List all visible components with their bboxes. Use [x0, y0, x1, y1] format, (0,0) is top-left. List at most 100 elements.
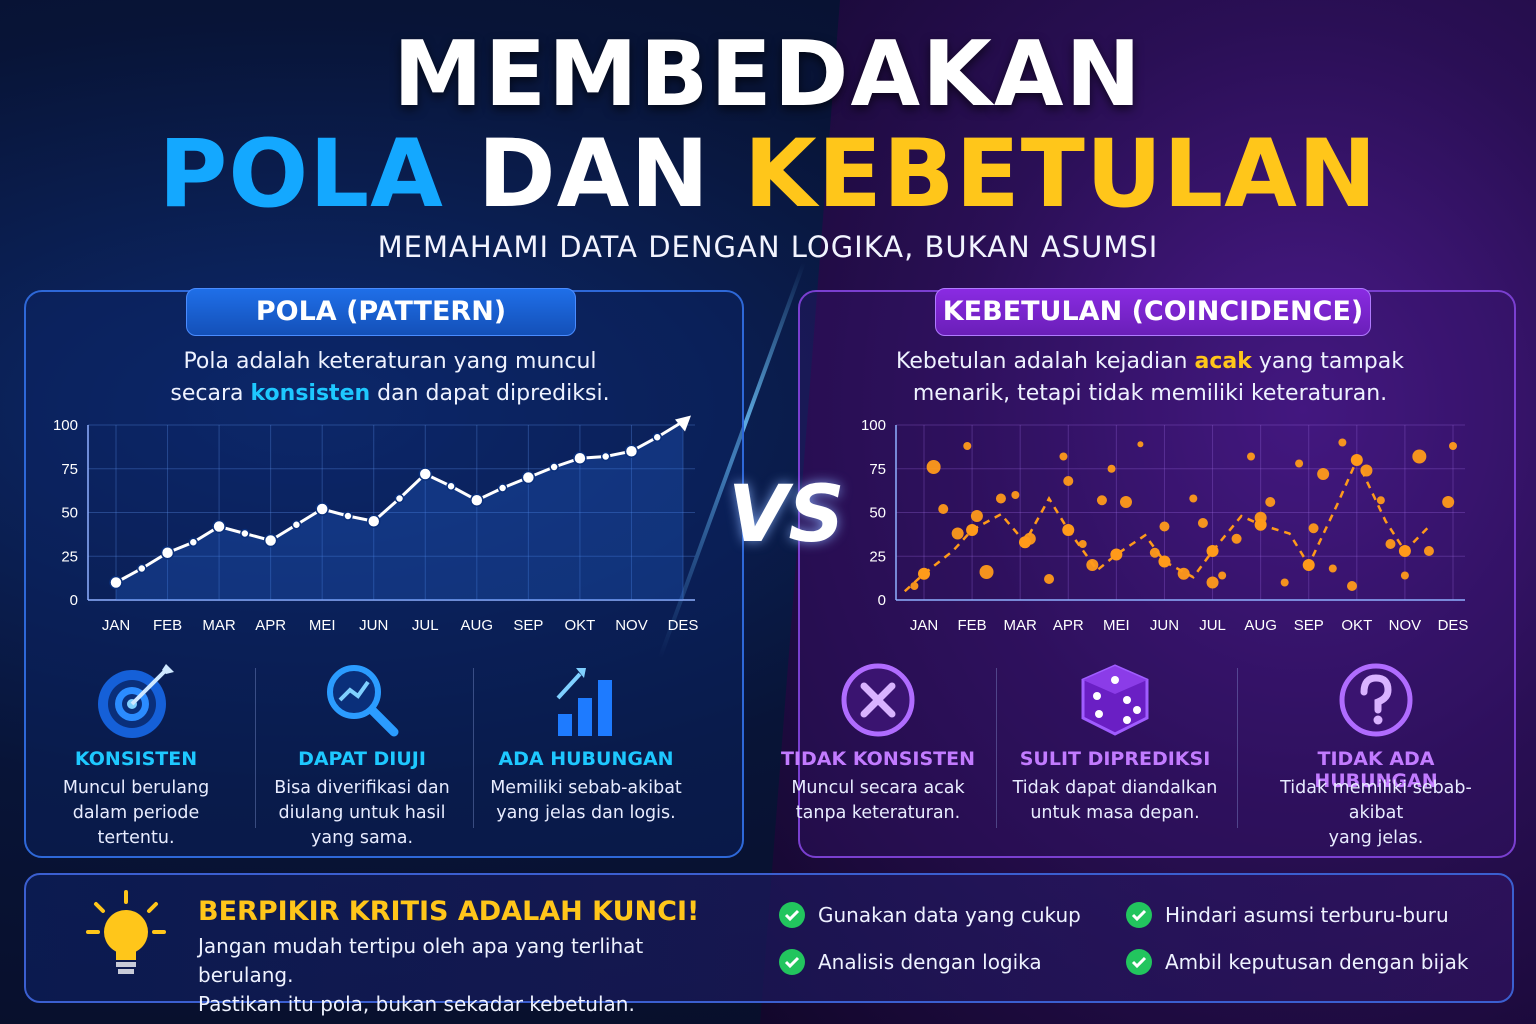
line-point	[1206, 545, 1219, 557]
check-circle-icon	[779, 949, 805, 975]
coincidence-desc-b: yang tampak	[1251, 349, 1404, 374]
title-line-2: POLA DAN KEBETULAN	[0, 120, 1536, 229]
y-tick-label: 75	[869, 461, 886, 478]
x-tick-label: MAR	[202, 617, 236, 634]
coincidence-description: Kebetulan adalah kejadian acak yang tamp…	[890, 346, 1410, 410]
title-pola: POLA	[158, 120, 444, 229]
feature-ada-hubungan-text: Memiliki sebab-akibat yang jelas dan logi…	[486, 776, 686, 826]
scatter-point	[938, 504, 949, 514]
x-tick-label: OKT	[1341, 617, 1372, 634]
coincidence-desc-a: Kebetulan adalah kejadian	[895, 349, 1195, 374]
scatter-point	[1206, 576, 1219, 589]
scatter-point	[1254, 511, 1267, 524]
feature-separator	[255, 668, 256, 828]
x-tick-label: FEB	[957, 617, 986, 634]
scatter-point	[951, 527, 964, 540]
y-tick-label: 50	[869, 505, 886, 522]
feature-sulit-diprediksi-text: Tidak dapat diandalkan untuk masa depan.	[1010, 776, 1220, 826]
scatter-point	[1119, 496, 1132, 508]
x-tick-label: AUG	[1244, 617, 1277, 634]
scatter-point	[1423, 546, 1434, 556]
banner-title: BERPIKIR KRITIS ADALAH KUNCI!	[198, 896, 700, 927]
scatter-point	[910, 582, 919, 590]
data-point	[573, 451, 587, 465]
x-tick-label: JUL	[1199, 617, 1226, 634]
line-point	[1350, 454, 1363, 466]
data-point	[188, 537, 199, 547]
feature-text-line: Bisa diverifikasi dan	[274, 778, 450, 798]
data-point	[418, 467, 433, 481]
feature-tidak-ada-hubungan-title: TIDAK ADA HUBUNGAN	[1314, 748, 1438, 792]
feature-text-line: Muncul berulang	[62, 778, 210, 798]
x-tick-label: JAN	[102, 617, 130, 634]
check-circle-icon	[1126, 902, 1152, 928]
tip-text: Analisis dengan logika	[818, 950, 1042, 974]
scatter-point	[1137, 441, 1144, 448]
scatter-point	[1231, 533, 1242, 544]
data-point	[652, 432, 662, 442]
coincidence-scatter-chart: 0 25 50 75 100 JAN FEB MAR APR MEI JUN JUL AUG SEP OKT…	[861, 417, 1468, 634]
pattern-panel	[24, 290, 744, 858]
line-point	[966, 524, 979, 536]
line-point	[918, 567, 930, 580]
x-tick-label: OKT	[564, 617, 595, 634]
scatter-point	[1159, 521, 1170, 532]
scatter-point	[1197, 518, 1208, 528]
scatter-point	[1295, 459, 1304, 468]
scatter-point	[1265, 497, 1276, 507]
data-point	[315, 502, 329, 516]
feature-text-line: yang jelas.	[1328, 828, 1424, 848]
scatter-point	[1149, 547, 1160, 558]
scatter-point	[1247, 452, 1256, 461]
y-tick-label: 25	[869, 548, 886, 565]
x-tick-label: FEB	[153, 617, 182, 634]
scatter-point	[1449, 442, 1457, 450]
scatter-point	[1317, 468, 1330, 480]
scatter-point	[1328, 564, 1337, 573]
data-point	[624, 444, 639, 458]
scatter-point	[979, 565, 994, 579]
title-line-1: MEMBEDAKAN	[393, 22, 1143, 127]
scatter-point	[1078, 540, 1087, 548]
data-point	[160, 546, 175, 560]
right-background	[760, 0, 1536, 1024]
data-point	[600, 451, 611, 462]
critical-thinking-banner	[24, 873, 1514, 1003]
dice-icon	[1081, 664, 1149, 736]
banner-text-line: Pastikan itu pola, bukan sekadar kebetul…	[198, 992, 635, 1016]
line-point	[1158, 555, 1171, 568]
vs-label: VS	[728, 470, 845, 560]
scatter-point	[1338, 438, 1347, 447]
pattern-desc-highlight: konsisten	[250, 381, 371, 406]
tip-text: Gunakan data yang cukup	[818, 903, 1081, 927]
feature-text-line: untuk masa depan.	[1030, 803, 1200, 823]
x-tick-label: NOV	[615, 617, 648, 634]
subtitle: MEMAHAMI DATA DENGAN LOGIKA, BUKAN ASUMS…	[377, 230, 1159, 264]
scatter-point	[1189, 494, 1198, 503]
x-tick-label: APR	[255, 617, 286, 634]
feature-text-line: diulang untuk hasil	[278, 803, 446, 823]
check-circle-icon	[1126, 949, 1152, 975]
scatter-point	[1280, 578, 1289, 587]
y-tick-label: 0	[878, 592, 886, 609]
feature-sulit-diprediksi-title: SULIT DIPREDIKSI	[1019, 748, 1211, 770]
line-point	[1110, 548, 1123, 561]
scatter-point	[1347, 581, 1358, 591]
feature-dapat-diuji-title: DAPAT DIUJI	[298, 748, 426, 770]
line-point	[1302, 559, 1315, 571]
x-tick-label: JUN	[359, 617, 388, 634]
target-icon	[98, 664, 174, 738]
pattern-description: Pola adalah keteraturan yang muncul seca…	[140, 346, 640, 410]
trend-arrowhead	[675, 415, 691, 432]
scatter-point	[1218, 571, 1227, 580]
feature-separator	[473, 668, 474, 828]
scatter-point	[970, 510, 983, 522]
coincidence-desc-highlight: acak	[1194, 349, 1252, 374]
pattern-desc-line1: Pola adalah keteraturan yang muncul	[183, 349, 597, 374]
series-area	[116, 421, 683, 600]
scatter-point	[1177, 567, 1190, 580]
question-circle-icon	[1339, 663, 1413, 737]
data-point	[109, 575, 123, 590]
line-point	[1398, 545, 1411, 557]
data-point	[470, 493, 484, 507]
